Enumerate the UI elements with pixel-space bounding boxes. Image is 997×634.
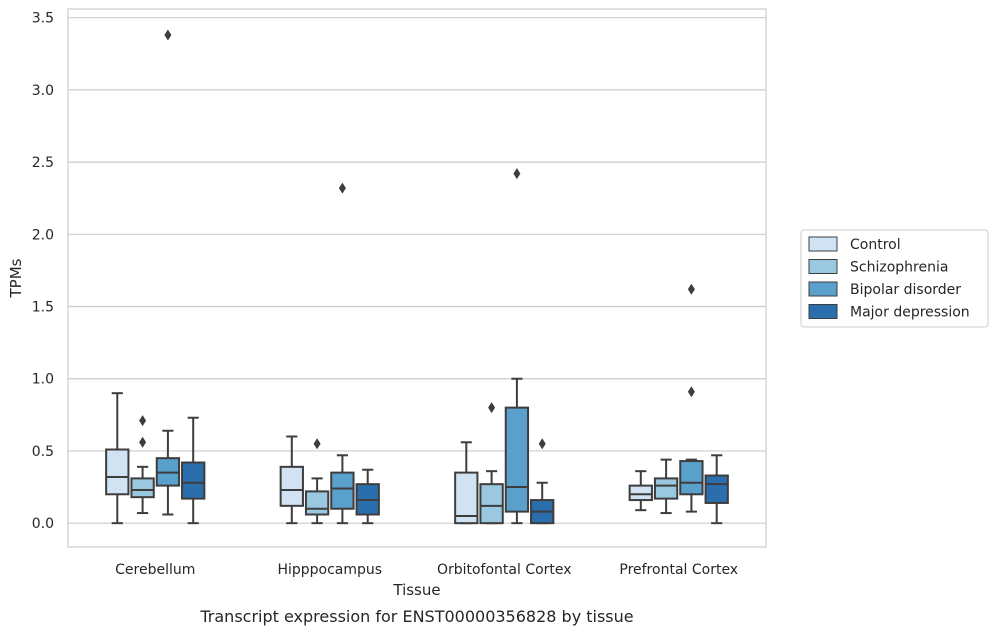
iqr-box [181, 461, 206, 500]
box-major-depression [181, 416, 206, 525]
y-tick-label: 3.5 [32, 11, 54, 27]
box-bipolar-disorder [330, 182, 355, 525]
box-major-depression [530, 438, 555, 525]
legend-label: Major depression [850, 305, 970, 321]
iqr-box [704, 474, 729, 504]
y-tick-label: 3.0 [32, 83, 54, 99]
y-tick-label: 1.0 [32, 372, 54, 388]
plot-frame [67, 8, 767, 548]
iqr-box [504, 406, 530, 513]
outlier-marker [488, 402, 496, 414]
legend-frame [800, 229, 989, 328]
box-bipolar-disorder [679, 283, 704, 513]
y-tick-labels: 0.0 0.5 1.0 1.5 2.0 2.5 3.0 3.5 [32, 11, 54, 533]
box-major-depression [704, 454, 729, 525]
box-control [628, 470, 653, 512]
x-tick-label: Prefrontal Cortex [619, 562, 738, 578]
iqr-box [454, 471, 479, 525]
legend-label: Schizophrenia [850, 260, 948, 276]
chart-caption: Transcript expression for ENST0000035682… [199, 607, 633, 626]
iqr-box [653, 477, 679, 500]
y-tick-label: 2.0 [32, 227, 54, 243]
box-schizophrenia [479, 402, 504, 525]
x-tick-label: Hipppocampus [277, 562, 382, 578]
box-control [454, 441, 479, 525]
outlier-marker [538, 438, 546, 450]
legend-swatch [808, 304, 838, 319]
y-tick-label: 0.0 [32, 516, 54, 532]
y-tick-label: 0.5 [32, 444, 54, 460]
box-schizophrenia [653, 458, 679, 515]
box-major-depression [355, 468, 380, 525]
legend-label: Control [850, 237, 901, 253]
x-tick-label: Orbitofontal Cortex [437, 562, 572, 578]
y-tick-label: 2.5 [32, 155, 54, 171]
iqr-box [679, 460, 704, 496]
outlier-marker [687, 283, 695, 295]
iqr-box [105, 448, 130, 496]
outlier-marker [687, 386, 695, 398]
box-control [105, 392, 130, 525]
x-tick-label: Cerebellum [115, 562, 195, 578]
legend: Control Schizophrenia Bipolar disorder Majo… [800, 229, 989, 328]
y-axis-label: TPMs [7, 258, 25, 298]
outlier-marker [164, 29, 172, 41]
iqr-box [628, 484, 653, 502]
box-control [279, 435, 304, 525]
legend-swatch [808, 281, 838, 297]
iqr-box [279, 465, 304, 507]
iqr-box [330, 471, 355, 510]
outlier-marker [338, 182, 346, 194]
box-schizophrenia [304, 438, 330, 525]
y-tick-label: 1.5 [32, 300, 54, 316]
legend-swatch [808, 236, 838, 252]
x-tick-labels: Cerebellum Hipppocampus Orbitofontal Corte… [115, 562, 738, 578]
iqr-box [479, 483, 504, 525]
box-bipolar-disorder [155, 29, 181, 516]
y-gridlines [68, 17, 766, 524]
legend-label: Bipolar disorder [850, 282, 961, 298]
iqr-box [130, 477, 155, 499]
box-schizophrenia [130, 415, 155, 515]
legend-swatch [808, 259, 838, 274]
outlier-marker [513, 168, 521, 180]
outlier-marker [139, 415, 147, 427]
box-groups [105, 29, 729, 525]
outlier-marker [313, 438, 321, 450]
outlier-marker [139, 436, 147, 448]
iqr-box [304, 490, 330, 516]
x-axis-label: Tissue [392, 581, 440, 599]
box-bipolar-disorder [504, 168, 530, 525]
